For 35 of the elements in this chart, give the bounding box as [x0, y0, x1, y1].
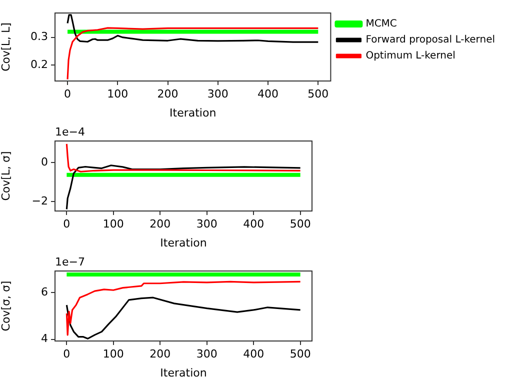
x-tick-label: 0: [64, 87, 72, 100]
x-tick-label: 100: [107, 87, 128, 100]
x-tick-label: 300: [196, 347, 218, 360]
y-axis-title: Cov[L, L]: [0, 22, 12, 72]
x-tick-label: 300: [207, 87, 228, 100]
y-tick-label: 6: [41, 286, 48, 299]
x-tick-label: 200: [150, 347, 171, 360]
y-tick-label: −2: [32, 194, 48, 208]
y-axis-title: Cov[L, σ]: [0, 151, 12, 201]
x-tick-label: 0: [63, 347, 70, 360]
legend-label: Forward proposal L-kernel: [366, 34, 496, 46]
y-tick-label: 4: [41, 332, 48, 346]
x-axis-title: Iteration: [160, 236, 207, 250]
x-tick-label: 0: [63, 217, 70, 230]
y-axis-title: Cov[σ, σ]: [0, 280, 12, 332]
text: 1e−4: [55, 125, 85, 138]
x-tick-label: 400: [243, 217, 264, 230]
x-tick-label: 400: [243, 347, 264, 360]
x-tick-label: 100: [102, 217, 124, 230]
x-tick-label: 200: [150, 217, 171, 230]
y-tick-label: 0.2: [30, 58, 48, 71]
text: 1e−7: [55, 255, 85, 268]
x-tick-label: 300: [196, 217, 218, 230]
legend-label: Optimum L-kernel: [366, 50, 456, 62]
x-tick-label: 400: [258, 87, 279, 100]
x-tick-label: 500: [308, 87, 329, 100]
legend-label: MCMC: [366, 18, 397, 30]
x-tick-label: 200: [157, 87, 178, 100]
x-tick-label: 500: [290, 217, 311, 230]
y-tick-label: 0.3: [30, 30, 48, 44]
x-axis-title: Iteration: [160, 366, 207, 380]
y-tick-label: 0: [41, 156, 48, 169]
x-tick-label: 500: [290, 347, 311, 360]
x-tick-label: 100: [102, 347, 124, 360]
x-axis-title: Iteration: [170, 106, 216, 120]
